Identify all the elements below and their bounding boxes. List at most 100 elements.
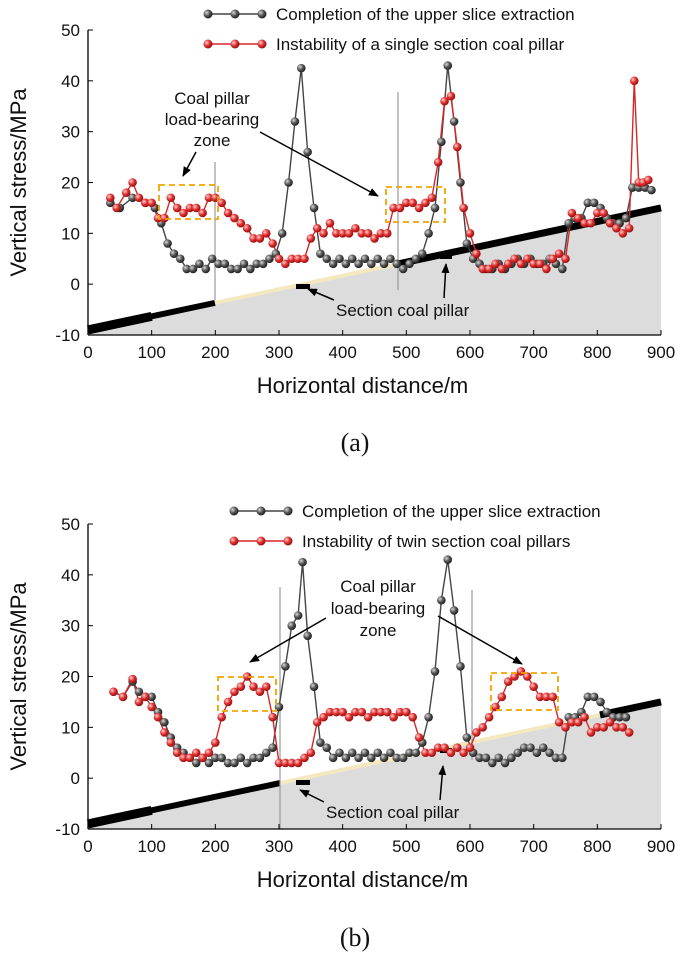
data-point	[647, 185, 656, 195]
data-point	[147, 702, 156, 712]
data-point	[411, 748, 421, 758]
annotation-arrow	[307, 288, 335, 301]
data-point	[519, 743, 529, 752]
data-point	[478, 723, 488, 732]
data-point	[236, 682, 246, 691]
data-point	[414, 733, 424, 742]
annotation-arrow	[259, 131, 379, 197]
legend-marker	[203, 39, 213, 49]
data-point	[379, 259, 389, 269]
data-point	[287, 758, 297, 768]
annotation-arrow	[441, 263, 450, 299]
data-point	[443, 555, 453, 564]
data-point	[290, 117, 300, 126]
data-point	[332, 229, 341, 238]
data-point	[300, 254, 309, 264]
data-point	[440, 96, 449, 106]
data-point	[561, 723, 570, 732]
data-point	[382, 707, 392, 717]
data-point	[230, 213, 239, 223]
data-point	[160, 717, 169, 727]
data-point	[621, 213, 631, 223]
data-point	[195, 259, 204, 269]
legend-marker	[229, 536, 239, 546]
data-point	[475, 753, 484, 763]
data-point	[596, 697, 605, 707]
data-point	[274, 758, 284, 768]
data-point	[564, 218, 573, 228]
data-point	[230, 758, 239, 768]
data-point	[109, 687, 118, 697]
annotation-arrow	[249, 617, 327, 663]
legend-marker	[203, 9, 213, 19]
data-point	[306, 748, 316, 758]
data-point	[408, 712, 418, 722]
y-tick-label: 40	[61, 566, 80, 585]
annotation-zone-line3: zone	[194, 131, 231, 150]
data-point	[261, 682, 271, 691]
extracted-seam	[214, 261, 399, 305]
data-point	[615, 712, 624, 722]
data-point	[360, 748, 370, 758]
y-tick-label: -10	[55, 820, 80, 839]
data-point	[484, 264, 494, 274]
legend-label: Instability of a single section coal pil…	[276, 35, 565, 54]
annotation-arrow	[299, 789, 325, 803]
data-point	[172, 748, 182, 758]
data-point	[128, 178, 137, 187]
data-point	[529, 682, 538, 691]
data-point	[484, 712, 494, 722]
data-point	[236, 218, 246, 228]
data-point	[554, 249, 564, 258]
data-point	[370, 234, 379, 243]
data-point	[309, 682, 319, 691]
data-point	[182, 264, 191, 274]
data-point	[513, 748, 523, 758]
data-point	[586, 218, 596, 228]
data-point	[252, 259, 262, 269]
data-point	[128, 193, 137, 203]
data-point	[612, 723, 621, 732]
data-point	[287, 621, 297, 630]
data-point	[386, 748, 395, 758]
data-point	[118, 692, 128, 702]
x-tick-label: 300	[265, 837, 293, 856]
data-point	[306, 234, 316, 243]
data-point	[153, 213, 163, 223]
data-point	[176, 254, 185, 264]
data-point	[153, 712, 163, 722]
data-point	[433, 157, 443, 167]
highlight-box	[217, 676, 277, 712]
data-point	[402, 707, 411, 717]
data-point	[169, 249, 179, 258]
data-point	[204, 758, 214, 768]
caption-a: (a)	[341, 428, 370, 457]
x-tick-label: 900	[647, 343, 675, 362]
x-tick-label: 600	[456, 837, 484, 856]
data-point	[328, 753, 338, 763]
data-point	[382, 229, 392, 238]
y-tick-label: 30	[61, 123, 80, 142]
data-point	[312, 223, 322, 233]
data-point	[370, 707, 379, 717]
data-point	[309, 203, 319, 213]
data-point	[427, 193, 437, 203]
data-point	[335, 254, 344, 264]
data-point	[373, 254, 382, 264]
data-point	[268, 743, 277, 752]
data-point	[392, 753, 402, 763]
x-tick-label: 400	[328, 837, 356, 856]
data-point	[217, 198, 226, 208]
caption-b: (b)	[340, 923, 370, 952]
data-point	[526, 743, 535, 752]
data-point	[198, 753, 207, 763]
data-point	[548, 254, 558, 264]
data-point	[207, 254, 217, 264]
data-point	[188, 264, 198, 274]
x-tick-label: 100	[137, 343, 165, 362]
data-point	[593, 723, 602, 732]
legend-marker	[256, 536, 266, 546]
